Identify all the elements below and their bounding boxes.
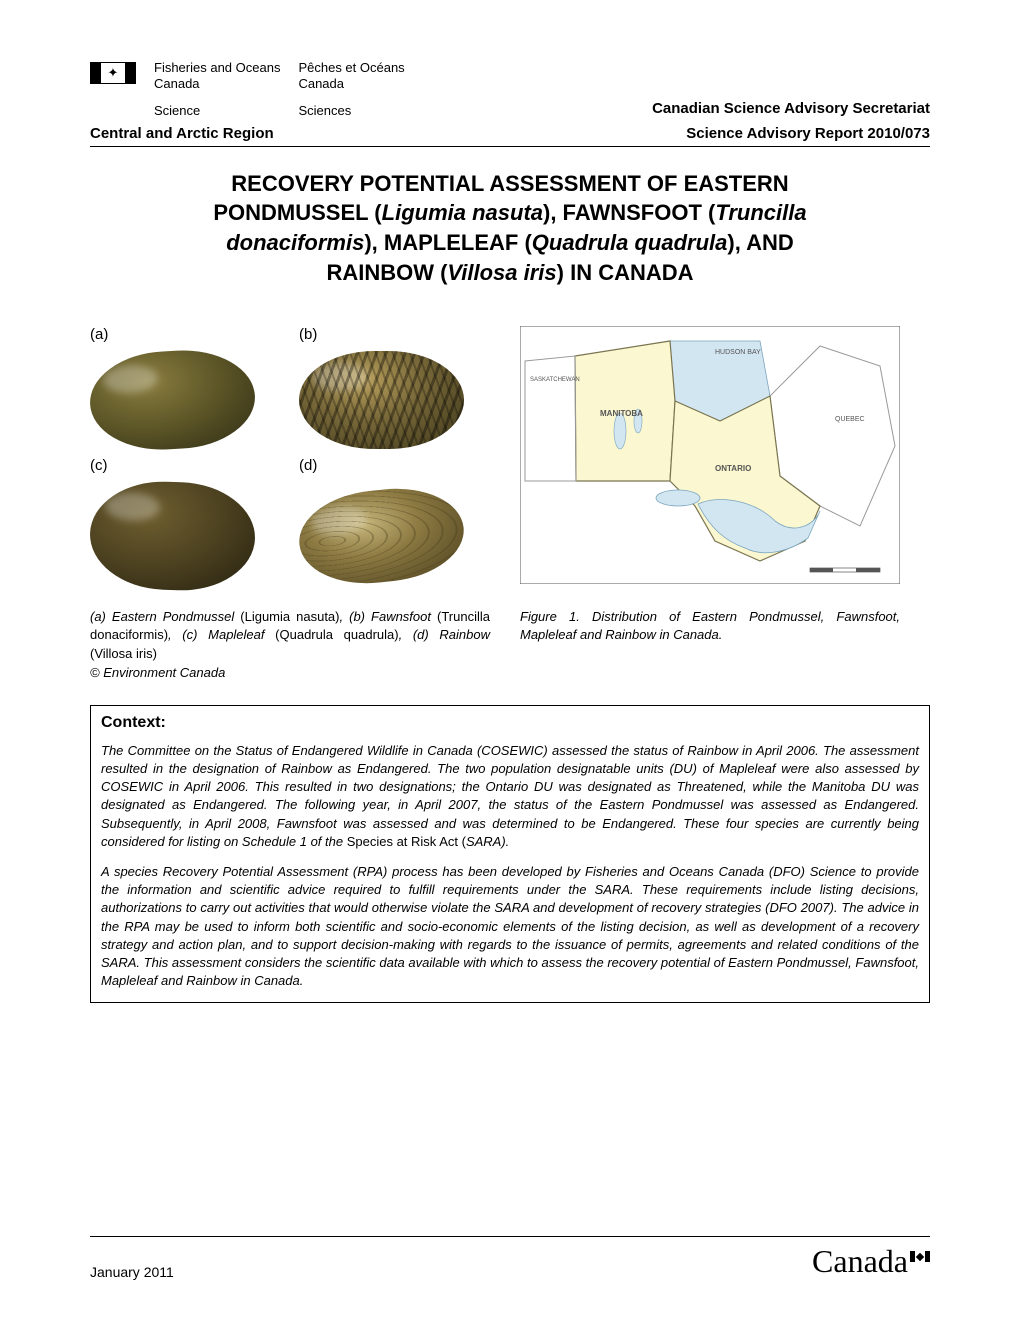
report-number: Science Advisory Report 2010/073 bbox=[686, 125, 930, 142]
department-french: Pêches et Océans Canada Sciences bbox=[298, 60, 404, 119]
map-label-manitoba: MANITOBA bbox=[600, 409, 643, 418]
title-line3d: ), AND bbox=[727, 230, 793, 255]
mussel-image-b bbox=[299, 351, 464, 449]
region-label: Central and Arctic Region bbox=[90, 125, 274, 142]
mussel-image-a bbox=[88, 346, 258, 453]
science-fr: Sciences bbox=[298, 103, 404, 119]
label-a: (a) bbox=[90, 326, 281, 343]
header-logo-row: ✦ Fisheries and Oceans Canada Science Pê… bbox=[90, 60, 930, 119]
dept-en-line2: Canada bbox=[154, 76, 280, 92]
map-label-hudson: HUDSON BAY bbox=[715, 349, 761, 356]
context-para-2: A species Recovery Potential Assessment … bbox=[101, 863, 919, 990]
title-species-3: Quadrula quadrula bbox=[532, 230, 728, 255]
title-species-1: Ligumia nasuta bbox=[382, 200, 543, 225]
map-label-ontario: ONTARIO bbox=[715, 464, 751, 473]
captions-row: (a) Eastern Pondmussel (Ligumia nasuta),… bbox=[90, 608, 930, 683]
title-line1: RECOVERY POTENTIAL ASSESSMENT OF EASTERN bbox=[231, 171, 788, 196]
title-species-2b: donaciformis bbox=[226, 230, 364, 255]
title-line4c: ) IN CANADA bbox=[557, 260, 694, 285]
mussels-caption: (a) Eastern Pondmussel (Ligumia nasuta),… bbox=[90, 608, 490, 683]
context-box: Context: The Committee on the Status of … bbox=[90, 705, 930, 1003]
canada-flag-icon: ✦ bbox=[90, 62, 136, 84]
title-line2c: ), FAWNSFOOT ( bbox=[543, 200, 715, 225]
context-heading: Context: bbox=[101, 714, 919, 732]
mussel-image-d bbox=[295, 481, 469, 590]
context-para-1: The Committee on the Status of Endangere… bbox=[101, 742, 919, 851]
title-line4a: RAINBOW ( bbox=[326, 260, 447, 285]
map-caption: Figure 1. Distribution of Eastern Pondmu… bbox=[520, 608, 900, 683]
title-line2a: PONDMUSSEL ( bbox=[213, 200, 381, 225]
wordmark-flag-icon bbox=[910, 1251, 930, 1262]
distribution-map: HUDSON BAY SASKATCHEWAN MANITOBA ONTARIO… bbox=[520, 326, 900, 584]
map-label-sask: SASKATCHEWAN bbox=[530, 377, 580, 383]
label-d: (d) bbox=[299, 457, 490, 474]
canada-wordmark: Canada bbox=[812, 1243, 930, 1280]
secretariat-name: Canadian Science Advisory Secretariat bbox=[652, 99, 930, 119]
footer-rule bbox=[90, 1236, 930, 1237]
label-b: (b) bbox=[299, 326, 490, 343]
figures-row: (a) (b) (c) (d) bbox=[90, 326, 930, 590]
document-title: RECOVERY POTENTIAL ASSESSMENT OF EASTERN… bbox=[100, 169, 920, 288]
page-footer: January 2011 Canada bbox=[90, 1236, 930, 1280]
region-report-row: Central and Arctic Region Science Adviso… bbox=[90, 125, 930, 147]
mussels-grid: (a) (b) (c) (d) bbox=[90, 326, 490, 590]
department-english: Fisheries and Oceans Canada Science bbox=[154, 60, 280, 119]
title-species-2a: Truncilla bbox=[715, 200, 806, 225]
map-label-quebec: QUEBEC bbox=[835, 416, 865, 423]
label-c: (c) bbox=[90, 457, 281, 474]
footer-date: January 2011 bbox=[90, 1264, 174, 1280]
copyright-line: © Environment Canada bbox=[90, 665, 225, 680]
title-line3b: ), MAPLELEAF ( bbox=[364, 230, 531, 255]
mussel-image-c bbox=[88, 479, 257, 593]
science-en: Science bbox=[154, 103, 280, 119]
dept-en-line1: Fisheries and Oceans bbox=[154, 60, 280, 76]
title-species-4: Villosa iris bbox=[447, 260, 556, 285]
dept-fr-line2: Canada bbox=[298, 76, 404, 92]
dept-fr-line1: Pêches et Océans bbox=[298, 60, 404, 76]
